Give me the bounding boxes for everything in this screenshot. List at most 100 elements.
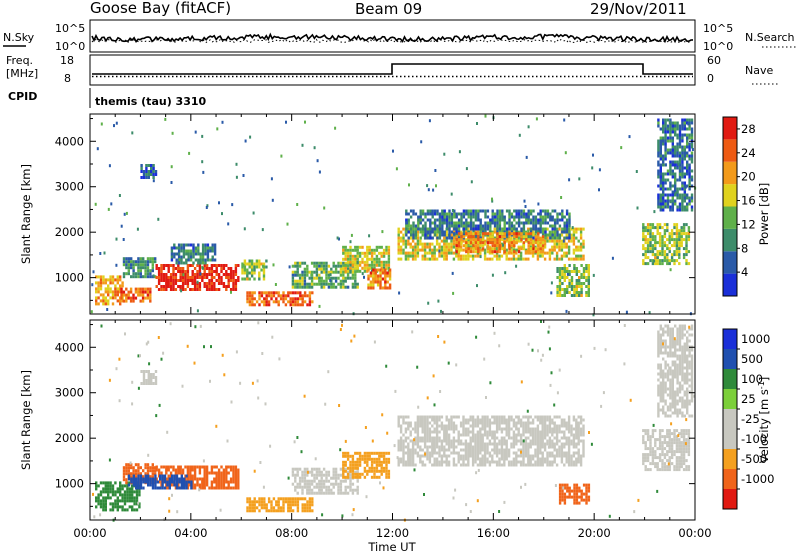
heatmap-cell: [428, 421, 432, 425]
echo-point: [592, 273, 595, 277]
heatmap-cell: [208, 273, 211, 276]
heatmap-cell: [686, 193, 689, 197]
heatmap-cell: [527, 418, 530, 422]
heatmap-cell: [209, 249, 212, 253]
heatmap-cell: [186, 273, 190, 276]
heatmap-cell: [662, 202, 665, 206]
heatmap-cell: [258, 303, 261, 307]
heatmap-cell: [407, 415, 410, 419]
heatmap-cell: [402, 415, 405, 419]
heatmap-cell: [203, 285, 206, 288]
heatmap-cell: [351, 482, 355, 486]
heatmap-cell: [561, 267, 564, 270]
heatmap-cell: [671, 139, 674, 143]
heatmap-cell: [405, 227, 408, 231]
heatmap-cell: [99, 287, 103, 291]
heatmap-cell: [111, 290, 115, 294]
heatmap-cell: [690, 142, 694, 146]
heatmap-cell: [310, 285, 314, 289]
heatmap-cell: [460, 215, 463, 219]
heatmap-cell: [462, 221, 466, 225]
heatmap-cell: [104, 290, 107, 294]
heatmap-cell: [301, 285, 304, 289]
heatmap-cell: [260, 506, 264, 510]
heatmap-cell: [139, 483, 143, 487]
heatmap-cell: [311, 503, 314, 507]
heatmap-cell: [363, 269, 367, 273]
heatmap-cell: [529, 209, 533, 213]
heatmap-cell: [130, 475, 133, 479]
heatmap-cell: [670, 253, 674, 257]
heatmap-cell: [380, 260, 383, 264]
heatmap-cell: [447, 424, 451, 428]
heatmap-cell: [503, 436, 506, 440]
heatmap-cell: [227, 279, 230, 282]
heatmap-cell: [402, 457, 405, 461]
heatmap-cell: [513, 209, 516, 213]
heatmap-cell: [407, 227, 410, 231]
heatmap-cell: [529, 245, 532, 249]
heatmap-cell: [114, 499, 117, 503]
heatmap-cell: [248, 503, 252, 507]
heatmap-cell: [367, 268, 370, 272]
heatmap-cell: [132, 480, 135, 484]
heatmap-cell: [467, 460, 470, 464]
heatmap-cell: [486, 247, 490, 251]
heatmap-cell: [658, 241, 662, 245]
heatmap-cell: [579, 233, 583, 237]
heatmap-cell: [578, 279, 581, 282]
heatmap-cell: [154, 474, 157, 478]
heatmap-cell: [505, 424, 508, 428]
heatmap-cell: [296, 300, 300, 304]
heatmap-cell: [495, 436, 499, 440]
heatmap-cell: [141, 287, 145, 291]
heatmap-cell: [379, 274, 382, 278]
heatmap-cell: [220, 465, 223, 469]
heatmap-cell: [580, 291, 583, 294]
heatmap-cell: [308, 491, 311, 495]
heatmap-cell: [443, 430, 446, 434]
heatmap-cell: [301, 473, 304, 477]
heatmap-cell: [137, 263, 140, 267]
heatmap-cell: [673, 250, 676, 254]
heatmap-cell: [508, 218, 511, 222]
heatmap-cell: [303, 473, 307, 477]
heatmap-cell: [690, 121, 694, 125]
heatmap-cell: [327, 485, 331, 489]
heatmap-cell: [512, 239, 516, 243]
heatmap-cell: [477, 241, 480, 245]
heatmap-cell: [676, 133, 679, 137]
heatmap-cell: [339, 482, 343, 486]
heatmap-region: [122, 257, 157, 279]
heatmap-cell: [419, 445, 422, 449]
heatmap-cell: [104, 281, 107, 285]
heatmap-cell: [246, 506, 249, 510]
heatmap-cell: [356, 470, 359, 474]
heatmap-cell: [114, 502, 117, 506]
heatmap-cell: [351, 273, 355, 277]
heatmap-cell: [172, 288, 175, 291]
heatmap-cell: [291, 509, 295, 513]
heatmap-cell: [409, 454, 412, 458]
echo-point: [131, 131, 134, 135]
heatmap-cell: [567, 245, 571, 249]
heatmap-cell: [464, 451, 468, 455]
heatmap-cell: [260, 268, 263, 272]
heatmap-cell: [532, 236, 535, 240]
heatmap-cell: [507, 415, 511, 419]
heatmap-cell: [472, 247, 475, 251]
heatmap-cell: [310, 482, 314, 486]
heatmap-cell: [356, 251, 359, 255]
heatmap-cell: [251, 509, 254, 513]
heatmap-cell: [541, 442, 544, 446]
heatmap-cell: [123, 490, 127, 494]
heatmap-cell: [325, 491, 328, 495]
heatmap-cell: [213, 477, 216, 481]
heatmap-cell: [673, 238, 676, 242]
heatmap-cell: [339, 270, 343, 274]
heatmap-cell: [217, 486, 221, 490]
heatmap-cell: [570, 288, 574, 291]
heatmap-cell: [142, 266, 145, 270]
heatmap-cell: [486, 448, 489, 452]
heatmap-cell: [681, 145, 684, 149]
